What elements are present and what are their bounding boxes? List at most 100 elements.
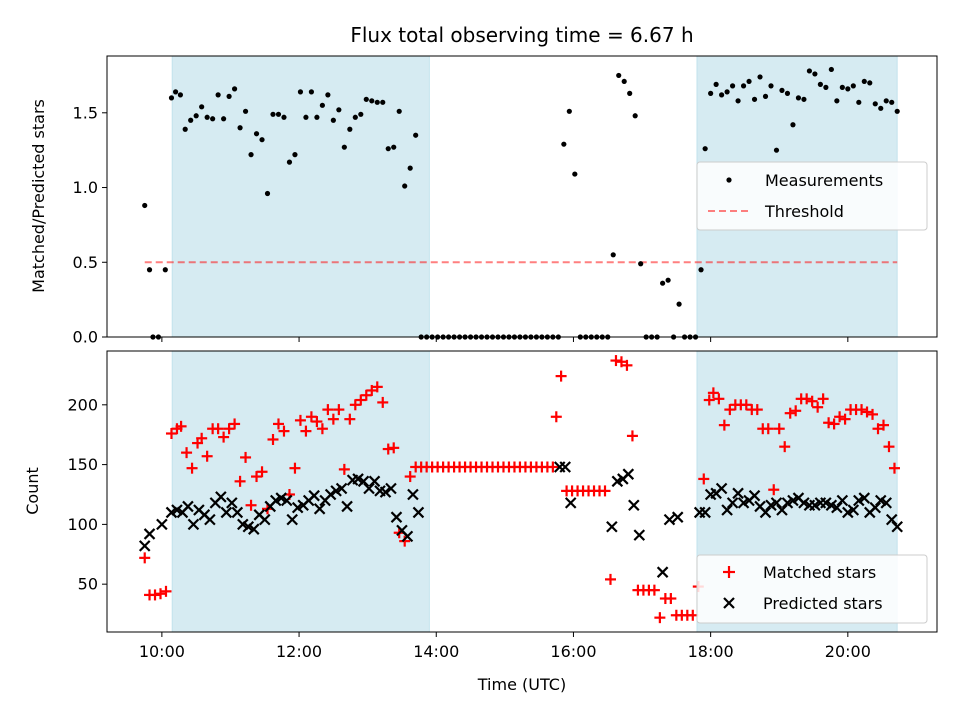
measurement-point xyxy=(168,95,175,101)
matched-star-point xyxy=(801,393,813,405)
measurement-point xyxy=(325,92,331,98)
matched-star-point xyxy=(229,418,241,430)
measurement-point xyxy=(867,80,873,86)
measurement-point xyxy=(719,92,725,98)
predicted-star-point xyxy=(248,523,260,535)
matched-star-point xyxy=(779,441,791,453)
matched-star-point xyxy=(399,535,411,547)
measurement-point xyxy=(226,93,232,99)
matched-star-point xyxy=(834,411,846,423)
predicted-star-point xyxy=(226,497,238,509)
x-axis-label: Time (UTC) xyxy=(477,675,566,694)
measurement-point xyxy=(762,93,769,99)
matched-star-point xyxy=(388,442,400,454)
measurement-point xyxy=(308,89,315,95)
measurement-point xyxy=(172,89,179,95)
matched-star-point xyxy=(212,423,224,435)
chart-title: Flux total observing time = 6.67 h xyxy=(350,23,693,47)
matched-star-point xyxy=(604,573,616,585)
predicted-star-point xyxy=(390,511,403,523)
measurement-point xyxy=(621,78,627,85)
matched-star-point xyxy=(790,405,802,417)
matched-star-point xyxy=(160,585,172,597)
measurement-point xyxy=(828,66,834,73)
bottom-axes-frame xyxy=(106,350,938,633)
measurement-point xyxy=(735,98,741,104)
measurement-point xyxy=(369,98,375,104)
matched-star-point xyxy=(861,406,873,418)
measurement-point xyxy=(303,114,309,120)
predicted-star-point xyxy=(220,506,233,519)
measurement-point xyxy=(812,71,818,77)
matched-star-point xyxy=(817,393,829,405)
x-tick-label: 12:00 xyxy=(276,642,322,661)
measurement-point xyxy=(237,125,243,131)
predicted-star-point xyxy=(138,540,151,552)
predicted-star-point xyxy=(891,520,903,533)
matched-star-point xyxy=(175,420,187,432)
x-tick-label: 16:00 xyxy=(550,642,596,661)
predicted-star-point xyxy=(721,504,733,516)
measurement-point xyxy=(676,301,682,307)
predicted-star-point xyxy=(357,475,370,488)
predicted-star-point xyxy=(831,501,843,514)
y-tick-label: 150 xyxy=(67,455,98,474)
matched-star-point xyxy=(703,394,715,406)
matched-star-point xyxy=(355,394,367,406)
matched-star-point xyxy=(234,475,246,487)
measurement-point xyxy=(297,89,304,95)
legend-predicted-label: Predicted stars xyxy=(763,594,883,613)
measurement-point xyxy=(391,144,397,150)
predicted-star-point xyxy=(313,503,326,515)
matched-star-point xyxy=(371,381,383,393)
matched-star-point xyxy=(256,466,268,478)
predicted-star-point xyxy=(759,506,772,519)
matched-star-point xyxy=(888,462,900,474)
measurement-point xyxy=(193,113,199,119)
legend-measurements-marker xyxy=(726,177,732,183)
predicted-star-point xyxy=(280,494,293,507)
measurement-point xyxy=(627,90,633,96)
matched-star-point xyxy=(165,428,177,440)
matched-star-point xyxy=(278,425,290,437)
measurement-point xyxy=(850,83,856,89)
matched-star-point xyxy=(718,419,730,431)
predicted-star-point xyxy=(215,491,227,503)
matched-star-point xyxy=(610,355,622,367)
matched-star-point xyxy=(773,423,785,435)
matched-star-point xyxy=(751,404,763,416)
predicted-star-point xyxy=(885,513,898,526)
matched-star-point xyxy=(338,463,350,475)
matched-star-point xyxy=(360,389,372,401)
predicted-star-point xyxy=(286,513,298,526)
matched-star-point xyxy=(186,462,198,474)
measurement-point xyxy=(281,114,287,120)
measurement-point xyxy=(638,261,644,267)
top-y-axis-label: Matched/Predicted stars xyxy=(29,99,48,293)
matched-star-point xyxy=(311,416,323,428)
measurement-point xyxy=(210,116,216,122)
matched-star-point xyxy=(223,423,235,435)
measurement-point xyxy=(834,98,840,104)
measurement-point xyxy=(878,105,884,111)
measurement-point xyxy=(199,104,205,110)
measurement-point xyxy=(319,102,325,108)
predicted-stars-series xyxy=(138,461,903,578)
measurement-point xyxy=(751,96,758,102)
matched-star-point xyxy=(305,411,317,423)
measurement-point xyxy=(380,99,386,105)
predicted-star-point xyxy=(776,504,788,516)
legend-threshold-label: Threshold xyxy=(764,202,844,221)
predicted-star-point xyxy=(401,530,414,543)
matched-star-point xyxy=(784,407,796,419)
x-tick-label: 20:00 xyxy=(825,642,871,661)
matched-star-point xyxy=(762,423,774,435)
y-tick-label: 1.0 xyxy=(73,178,98,197)
measurement-point xyxy=(702,146,708,152)
predicted-star-point xyxy=(858,492,871,504)
matched-star-point xyxy=(349,399,361,411)
predicted-star-point xyxy=(622,468,635,480)
measurement-point xyxy=(275,111,282,117)
measurement-point xyxy=(740,83,747,89)
measurement-point xyxy=(823,84,829,90)
